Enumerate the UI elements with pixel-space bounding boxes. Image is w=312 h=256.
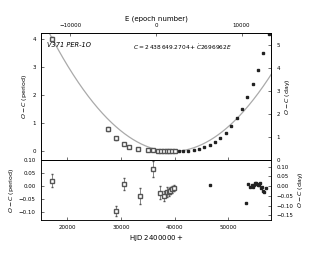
Y-axis label: $O-C$ (period): $O-C$ (period) — [7, 167, 16, 212]
Y-axis label: $O-C$ (period): $O-C$ (period) — [20, 74, 29, 119]
Y-axis label: $O-C$ (day): $O-C$ (day) — [283, 78, 292, 115]
X-axis label: E (epoch number): E (epoch number) — [124, 16, 188, 22]
Text: V371 PER-1O: V371 PER-1O — [47, 42, 91, 48]
Y-axis label: $O-C$ (day): $O-C$ (day) — [296, 172, 305, 208]
Text: $C = 2\,438\,649.2704 + \dot{C}2696962E$: $C = 2\,438\,649.2704 + \dot{C}2696962E$ — [133, 42, 232, 52]
X-axis label: HJD $2400000+$: HJD $2400000+$ — [129, 233, 183, 243]
